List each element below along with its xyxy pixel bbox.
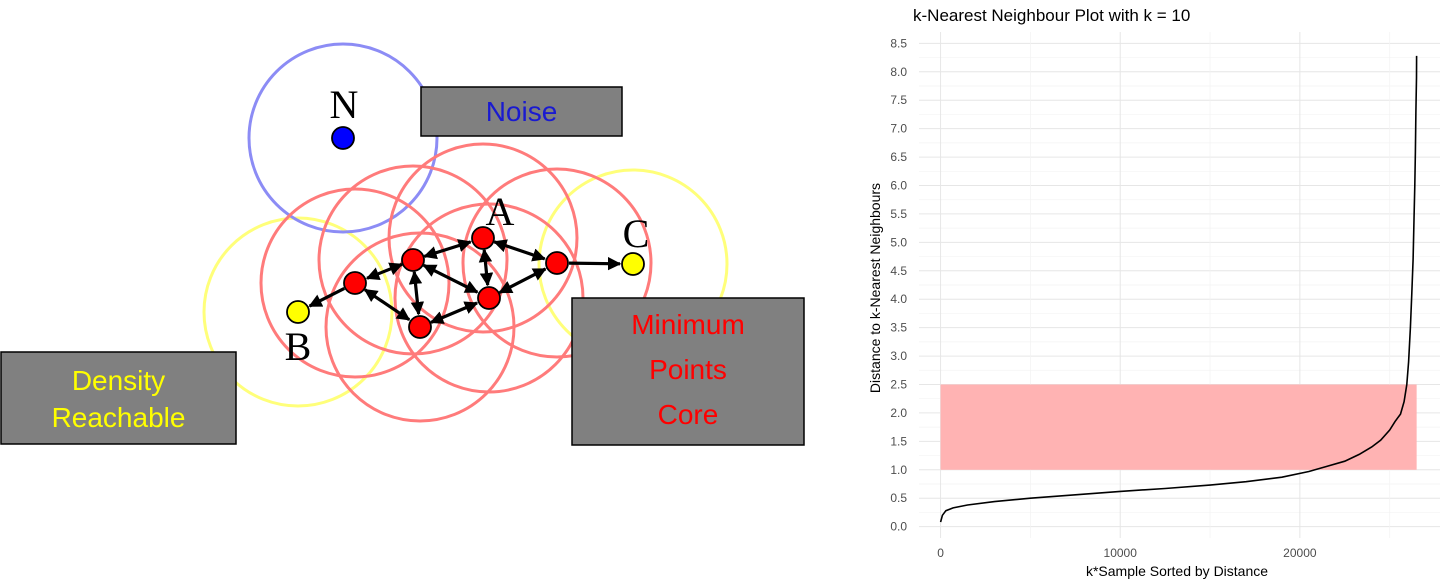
- y-tick-label: 8.5: [890, 36, 907, 50]
- noise-box-text: Noise: [486, 96, 558, 127]
- distance-curve: [939, 55, 1418, 523]
- data-points: [286, 126, 645, 339]
- y-tick-label: 4.5: [890, 264, 907, 278]
- x-tick-label: 0: [937, 546, 944, 560]
- y-tick-label: 6.5: [890, 150, 907, 164]
- y-tick-label: 2.0: [890, 406, 907, 420]
- border-point-label-left: B: [285, 324, 312, 369]
- reachability-arrow: [423, 239, 472, 260]
- noise-neighbourhood-ring: [247, 42, 439, 234]
- y-tick-label: 7.0: [890, 122, 907, 136]
- x-tick-label: 20000: [1283, 546, 1317, 560]
- reachability-arrow: [568, 256, 622, 271]
- y-tick-label: 2.5: [890, 377, 907, 391]
- density-reachable-legend-box: Density Reachable: [0, 351, 237, 445]
- knn-distance-chart: 0.0 0.5 1.0 1.5 2.0 2.5 3.0 3.5 4.0 4.5 5.0 5.5 6.0 6…: [867, 6, 1440, 579]
- y-tick-label: 7.5: [890, 93, 907, 107]
- core-point: [408, 315, 432, 339]
- noise-point-label: N: [330, 82, 359, 127]
- highlight-band: [940, 384, 1417, 470]
- y-tick-label: 0.5: [890, 491, 907, 505]
- noise-point: [331, 126, 355, 150]
- border-point: [621, 252, 645, 276]
- reachability-arrow: [493, 239, 546, 262]
- reachability-arrow: [365, 262, 404, 280]
- core-legend-box: Minimum Points Core: [571, 297, 805, 446]
- core-neighbourhood-ring: [387, 142, 579, 334]
- y-tick-label: 5.0: [890, 235, 907, 249]
- border-point: [286, 300, 310, 324]
- x-axis-ticks: 0 10000 20000: [937, 546, 1317, 560]
- chart-title: k-Nearest Neighbour Plot with k = 10: [913, 6, 1190, 25]
- reachability-arrow: [363, 288, 411, 322]
- y-tick-label: 1.0: [890, 463, 907, 477]
- core-box-background: [571, 297, 805, 446]
- reachability-arrow: [408, 270, 425, 316]
- reachability-arrows: [308, 239, 622, 324]
- x-tick-label: 10000: [1104, 546, 1138, 560]
- border-point-label-right: C: [623, 211, 650, 256]
- reachability-arrow: [422, 263, 479, 294]
- y-tick-label: 0.0: [890, 520, 907, 534]
- y-tick-label: 3.0: [890, 349, 907, 363]
- core-point: [477, 286, 501, 310]
- density-box-line-1: Density: [72, 365, 165, 396]
- noise-box-background: [420, 86, 623, 137]
- noise-legend-box: Noise: [420, 86, 623, 137]
- y-tick-label: 5.5: [890, 207, 907, 221]
- dbscan-diagram: N A B C Noise Density Reachable Minimum …: [0, 42, 805, 446]
- core-point: [343, 271, 367, 295]
- y-axis-ticks: 0.0 0.5 1.0 1.5 2.0 2.5 3.0 3.5 4.0 4.5 5.0 5.5 6.0 6…: [890, 36, 907, 533]
- y-tick-label: 1.5: [890, 434, 907, 448]
- core-point: [545, 251, 569, 275]
- x-axis-label: k*Sample Sorted by Distance: [1086, 563, 1268, 579]
- reachability-arrow: [308, 287, 346, 308]
- core-box-line-1: Minimum: [631, 309, 745, 340]
- core-point: [471, 226, 495, 250]
- core-neighbourhood-ring: [461, 167, 653, 359]
- core-point: [401, 248, 425, 272]
- reachability-arrow: [498, 267, 547, 294]
- density-box-background: [0, 351, 237, 445]
- reachability-arrow: [478, 248, 494, 287]
- reachability-arrow: [429, 301, 479, 324]
- y-tick-label: 8.0: [890, 65, 907, 79]
- y-tick-label: 3.5: [890, 321, 907, 335]
- core-box-line-2: Points: [649, 354, 727, 385]
- core-box-line-3: Core: [658, 399, 719, 430]
- density-box-line-2: Reachable: [52, 402, 186, 433]
- y-tick-label: 6.0: [890, 179, 907, 193]
- y-axis-label: Distance to k-Nearest Neighbours: [867, 183, 883, 393]
- core-point-label: A: [486, 189, 515, 234]
- y-tick-label: 4.0: [890, 292, 907, 306]
